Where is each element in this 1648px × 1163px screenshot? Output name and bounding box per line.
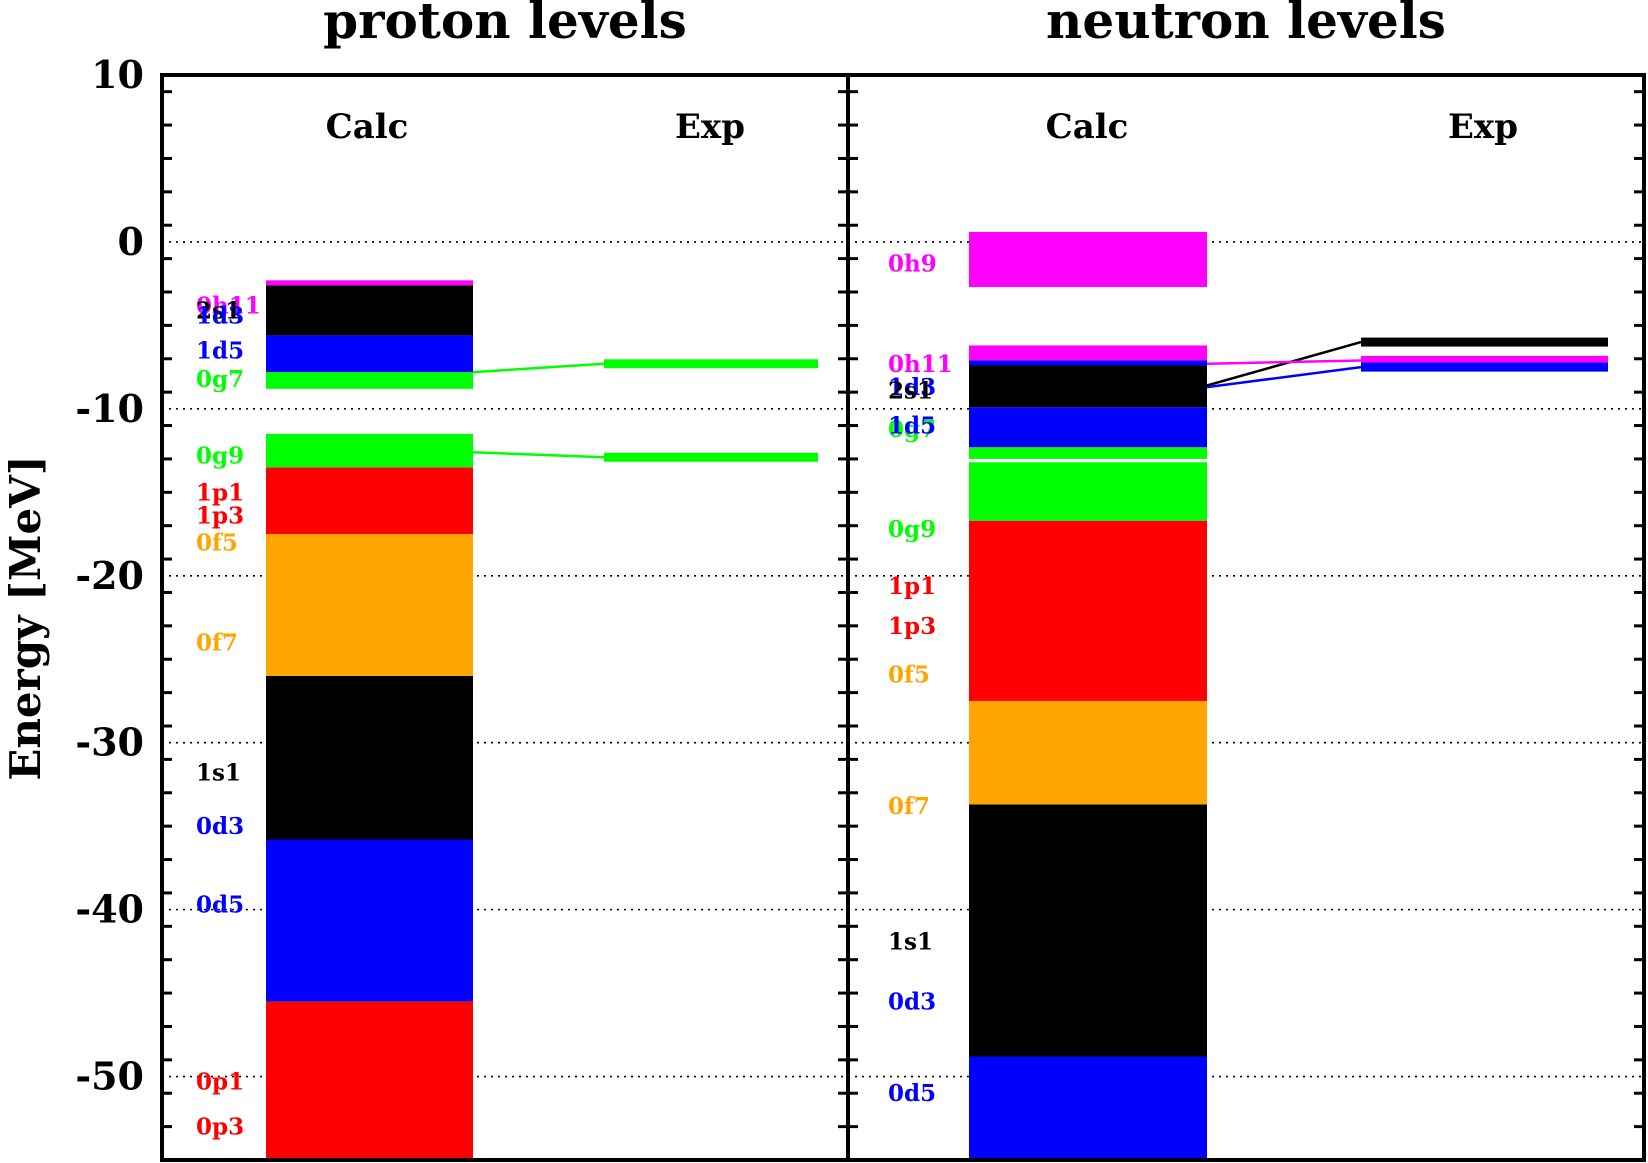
calc-band [266,534,473,676]
calc-band [266,280,473,286]
calc-band [969,360,1207,366]
exp-level [604,452,818,462]
chart-text: Calc Exp proton levels Calc Exp neutron level… [1,0,1518,1099]
y-tick-label: -40 [75,887,144,932]
level-label: 0h11 [888,351,953,378]
level-label: 0g9 [888,516,936,543]
level-label: 0f7 [888,793,930,820]
exp-column-label: Exp [675,107,745,147]
level-label: 0p1 [196,1069,244,1096]
panel-title: proton levels [323,0,687,50]
exp-level [1361,362,1608,372]
calc-band [969,365,1207,408]
level-label: 0f5 [196,529,238,556]
level-label: 1d5 [888,413,936,440]
calc-bands [266,231,1207,1160]
calc-band [969,462,1207,521]
level-labels: 0h112s11d31d50g70g91p11p30f50f71s10d30d5… [196,251,953,1141]
y-tick-label: -50 [75,1054,144,1099]
level-label: 0d5 [888,1080,936,1107]
level-label: 0f5 [888,661,930,688]
level-label: 1d3 [888,374,936,401]
y-tick-label: 10 [91,52,144,97]
exp-connector [472,362,605,374]
level-label: 1d3 [196,302,244,329]
level-label: 1p1 [888,573,936,600]
level-label: 1d5 [196,337,244,364]
calc-column-label: Calc [1046,107,1129,147]
exp-level [1361,337,1608,347]
exp-level [604,359,818,369]
calc-band [266,335,473,373]
y-tick-label: -20 [75,553,144,598]
level-label: 0h11 [196,292,261,319]
panel-title: neutron levels [1046,0,1446,50]
calc-band [969,700,1207,805]
level-label: 0f7 [196,630,238,657]
exp-connector [472,450,605,459]
level-label: 0d3 [888,988,936,1015]
y-tick-label: -30 [75,720,144,765]
calc-band [266,675,473,840]
y-tick-label: -10 [75,386,144,431]
calc-band [969,407,1207,448]
level-label: 1p1 [196,479,244,506]
exp-column-label: Exp [1448,107,1518,147]
calc-column-label: Calc [326,107,409,147]
panel-frame [160,73,850,1162]
level-label: 0g7 [888,416,936,443]
axes [160,73,1646,1162]
level-label: 2s1 [888,377,933,404]
level-label: 0p3 [196,1114,244,1141]
exp-connector [1206,340,1362,387]
calc-band [266,433,473,468]
calc-band [969,345,1207,361]
calc-band [969,1056,1207,1160]
calc-band [266,1001,473,1160]
calc-band [266,839,473,1002]
y-axis-label: Energy [MeV] [1,455,50,780]
level-label: 0g9 [196,443,244,470]
y-tick-label: 0 [118,219,144,264]
calc-band [969,231,1207,287]
calc-band [969,447,1207,459]
level-label: 1p3 [888,613,936,640]
level-label: 1s1 [196,760,241,787]
grid-lines [162,241,1644,1078]
level-label: 1s1 [888,928,933,955]
level-label: 0d3 [196,813,244,840]
level-label: 0g7 [196,366,244,393]
calc-band [266,285,473,336]
level-label: 1p3 [196,503,244,530]
level-label: 0h9 [888,251,937,278]
exp-level [1361,355,1608,365]
calc-band [969,520,1207,701]
exp-connector [1206,359,1362,366]
level-label: 0d5 [196,892,244,919]
level-label: 2s1 [196,297,241,324]
panel-frame [846,73,1646,1162]
exp-levels [472,337,1608,462]
calc-band [266,372,473,389]
calc-band [266,467,473,535]
calc-band [969,804,1207,1057]
exp-connector [1206,365,1362,389]
